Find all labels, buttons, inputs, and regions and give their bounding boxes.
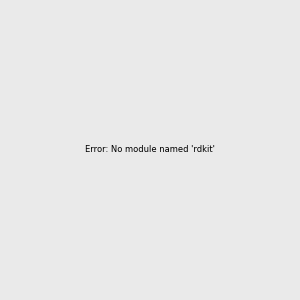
Text: Error: No module named 'rdkit': Error: No module named 'rdkit' xyxy=(85,146,215,154)
